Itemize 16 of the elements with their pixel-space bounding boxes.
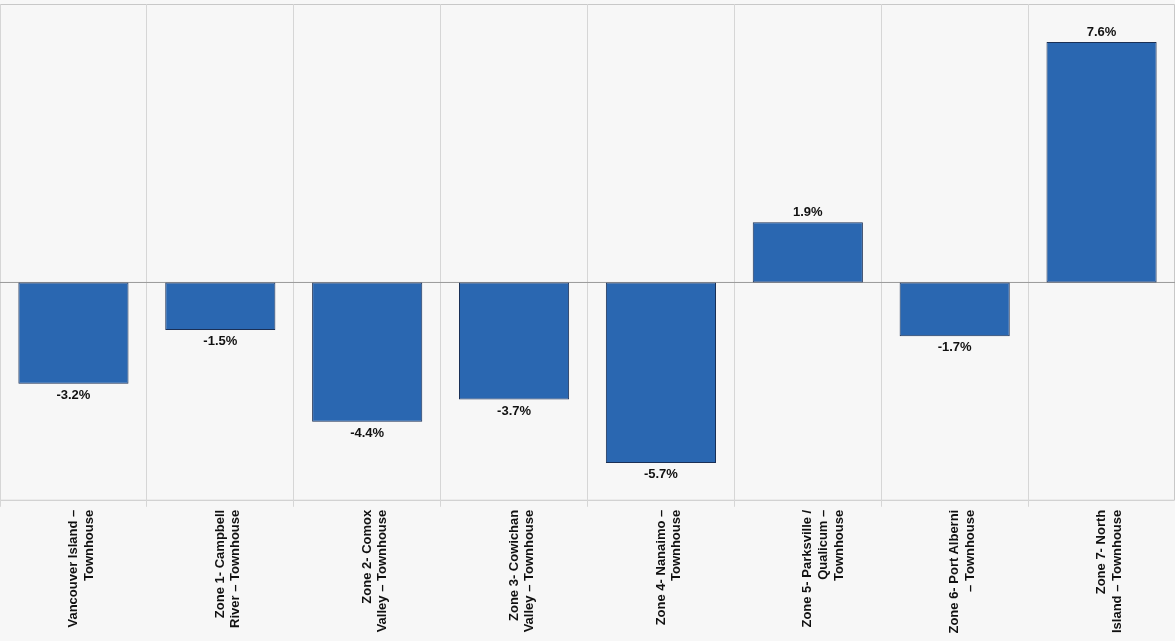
data-label: -3.2% xyxy=(56,386,91,402)
x-tick-label: Zone 7- North Island – Townhouse xyxy=(1093,509,1124,634)
data-label: -1.7% xyxy=(937,339,973,355)
x-tick-label: Zone 4- Nanaimo – Townhouse xyxy=(652,509,684,626)
data-label: -1.5% xyxy=(203,333,238,349)
x-tick-label: Zone 1- Campbell River – Townhouse xyxy=(211,509,243,628)
x-tick-label: Zone 5- Parksville / Qualicum – Townhouse xyxy=(799,509,846,628)
data-label: 7.6% xyxy=(1086,23,1117,39)
data-label: -3.7% xyxy=(497,402,532,418)
x-tick-label: Zone 6- Port Alberni – Townhouse xyxy=(946,509,977,634)
data-label: 1.9% xyxy=(792,204,824,220)
data-label: -5.7% xyxy=(643,465,679,481)
data-label: -4.4% xyxy=(350,424,385,440)
x-tick-label: Zone 2- Comox Valley – Townhouse xyxy=(358,509,390,633)
x-tick-label: Vancouver Island – Townhouse xyxy=(65,509,96,628)
x-tick-label: Zone 3- Cowichan Valley – Townhouse xyxy=(505,509,537,633)
